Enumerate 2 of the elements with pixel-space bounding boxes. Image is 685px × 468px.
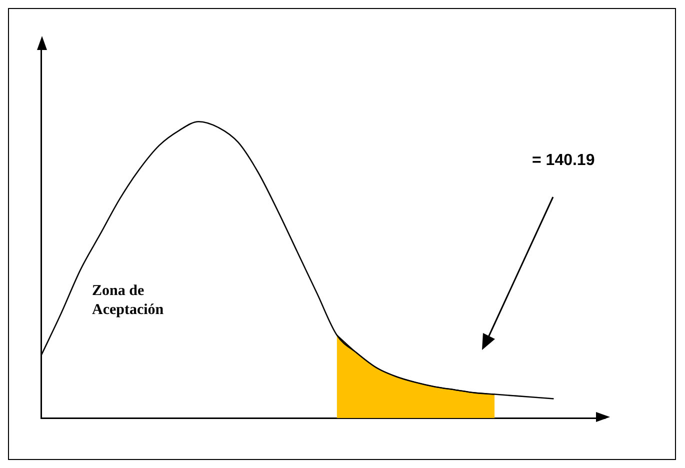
annotation: Zona de Aceptación bbox=[92, 282, 165, 320]
annotation: = 140.19 bbox=[532, 152, 595, 170]
